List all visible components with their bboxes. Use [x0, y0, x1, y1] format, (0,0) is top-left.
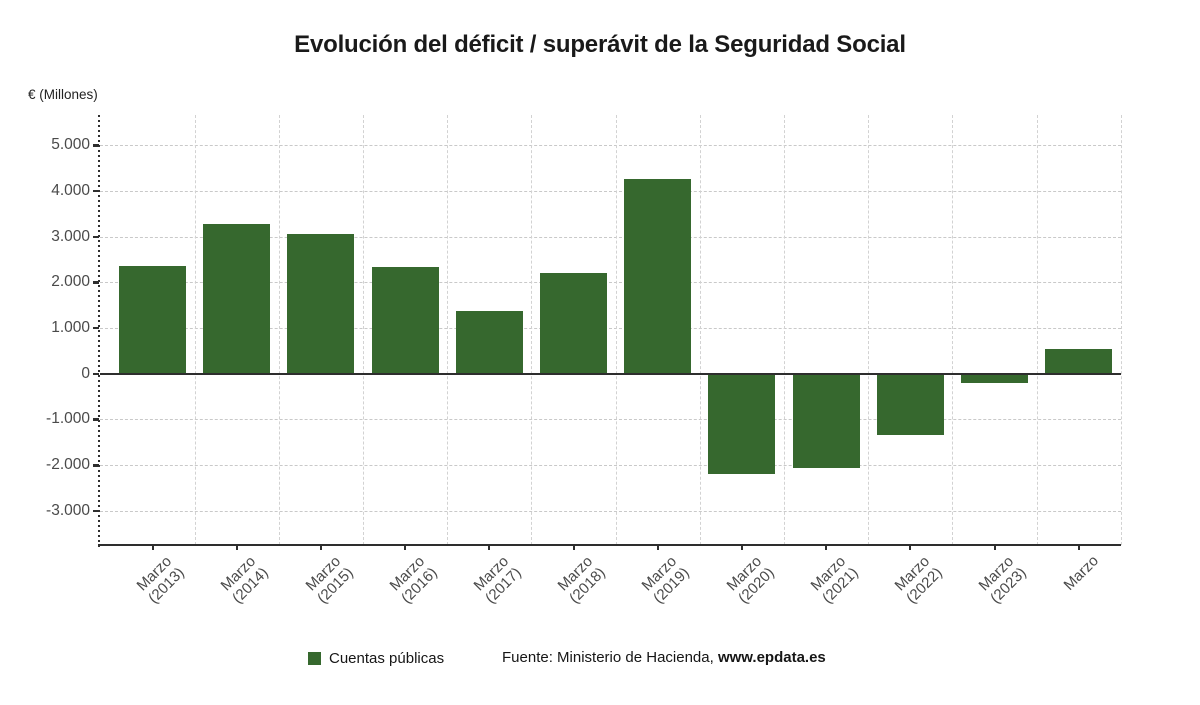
v-gridline: [952, 115, 954, 545]
y-tick-label: 0: [81, 364, 90, 382]
v-gridline: [531, 115, 533, 545]
x-axis-tick: [740, 545, 743, 550]
x-axis-tick: [1077, 545, 1080, 550]
legend-label: Cuentas públicas: [329, 650, 445, 667]
bar-marzo-2014: [203, 224, 271, 374]
legend: Cuentas públicas: [308, 650, 444, 667]
legend-swatch-icon: [308, 652, 321, 665]
x-tick-label: Marzo (2018): [554, 552, 609, 607]
y-gridline: [100, 236, 1121, 238]
y-axis-tick: [93, 235, 99, 239]
x-axis-tick: [319, 545, 322, 550]
v-gridline: [363, 115, 364, 545]
v-gridline: [615, 115, 617, 545]
y-axis-unit-label: € (Millones): [28, 87, 98, 102]
bar-marzo-2023: [961, 373, 1028, 383]
x-tick-label: Marzo: [1060, 552, 1103, 594]
y-axis-tick: [93, 281, 99, 284]
y-axis-tick: [93, 509, 99, 513]
zero-line: [100, 372, 1121, 375]
y-tick-label: -1.000: [46, 410, 90, 428]
x-tick-label: Marzo (2014): [217, 552, 272, 607]
v-gridline: [699, 115, 701, 545]
bar-marzo-2020: [708, 373, 776, 474]
x-tick-label: Marzo (2023): [975, 552, 1030, 607]
v-gridline: [278, 115, 280, 545]
x-axis-tick: [151, 545, 154, 550]
v-gridline: [1120, 115, 1122, 545]
x-tick-label: Marzo (2015): [302, 552, 357, 607]
x-axis-tick: [993, 545, 996, 550]
y-axis-tick: [93, 326, 99, 330]
v-gridline: [784, 115, 785, 545]
y-tick-label: -2.000: [46, 456, 90, 474]
x-axis-tick: [825, 545, 828, 550]
y-axis-line: [98, 115, 100, 547]
y-tick-label: 5.000: [51, 136, 90, 154]
y-gridline: [100, 465, 1121, 467]
x-tick-label: Marzo (2016): [386, 552, 441, 607]
y-tick-label: -3.000: [46, 501, 90, 519]
v-gridline: [447, 115, 449, 545]
bar-marzo-2016: [371, 267, 439, 374]
bar-marzo-2021: [792, 373, 860, 468]
x-axis-tick: [909, 545, 912, 550]
x-tick-label: Marzo (2019): [638, 552, 693, 607]
bar-marzo-2017: [455, 310, 523, 374]
bar-marzo-2015: [287, 234, 355, 374]
x-tick-label: Marzo (2013): [133, 552, 188, 607]
x-tick-label: Marzo (2020): [723, 552, 778, 607]
y-tick-label: 3.000: [51, 227, 90, 245]
v-gridline: [868, 115, 870, 545]
x-axis-tick: [404, 545, 407, 550]
plot-area: 5.000 4.000 3.000 2.000 1.000 0 -1.000 -2.000 -3…: [46, 115, 1122, 607]
y-axis-tick: [93, 464, 99, 467]
y-gridline: [100, 327, 1121, 329]
y-gridline: [100, 282, 1121, 284]
y-axis-tick: [93, 372, 99, 376]
y-tick-label: 4.000: [51, 181, 90, 199]
x-axis-tick: [572, 545, 575, 550]
v-gridline: [194, 115, 196, 545]
y-gridline: [100, 419, 1121, 421]
y-tick-label: 1.000: [51, 318, 90, 336]
y-axis-tick: [93, 189, 99, 193]
y-axis-tick: [93, 418, 99, 421]
bar-marzo-2013: [119, 265, 186, 374]
x-axis-tick: [488, 545, 491, 550]
x-tick-label: Marzo (2022): [891, 552, 946, 607]
x-tick-label: Marzo (2017): [470, 552, 525, 607]
chart-title: Evolución del déficit / superávit de la …: [294, 31, 906, 58]
x-axis-tick: [656, 545, 659, 550]
source-text: Fuente: Ministerio de Hacienda, www.epda…: [502, 650, 826, 665]
y-gridline: [100, 190, 1121, 192]
x-tick-label: Marzo (2021): [807, 552, 862, 607]
y-axis-tick: [93, 144, 99, 147]
bar-marzo-2022: [876, 373, 944, 435]
source-site: www.epdata.es: [717, 649, 826, 666]
x-axis-line: [98, 543, 1121, 546]
bar-marzo: [1045, 348, 1113, 374]
y-gridline: [100, 145, 1121, 147]
y-tick-label: 2.000: [51, 273, 90, 291]
bar-marzo-2019: [624, 179, 692, 374]
source-prefix: Fuente: Ministerio de Hacienda,: [502, 649, 718, 666]
bar-marzo-2018: [540, 272, 607, 374]
x-axis-tick: [235, 545, 238, 550]
v-gridline: [1036, 115, 1038, 545]
y-gridline: [100, 510, 1121, 512]
